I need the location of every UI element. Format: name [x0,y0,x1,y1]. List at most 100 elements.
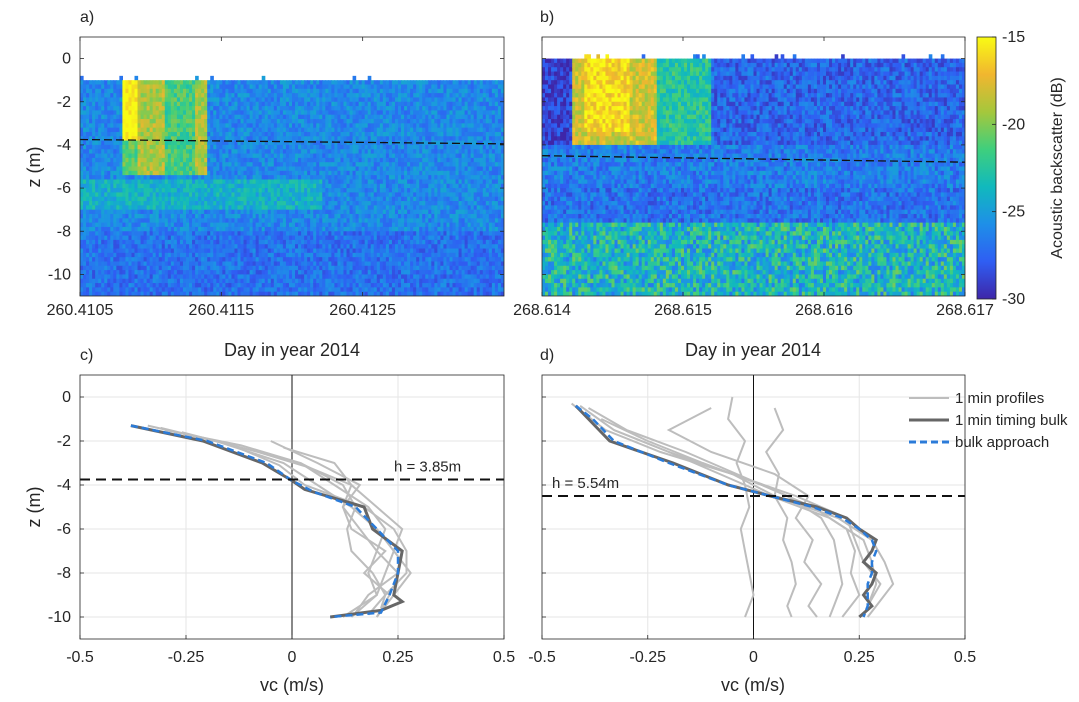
heatmap-cell [270,101,275,107]
heatmap-cell [270,222,275,228]
heatmap-cell [255,127,260,133]
heatmap-cell [376,252,381,258]
heatmap-cell [298,183,302,189]
heatmap-cell [352,101,357,107]
heatmap-cell [225,218,229,224]
heatmap-cell [95,188,99,193]
heatmap-cell [334,93,339,99]
heatmap-cell [119,235,123,241]
heatmap-cell [237,278,242,284]
heatmap-cell [240,149,245,155]
heatmap-cell [110,106,114,111]
heatmap-cell [301,183,305,189]
heatmap-cell [179,239,184,245]
heatmap-cell [276,218,281,224]
heatmap-cell [137,287,142,293]
heatmap-cell [167,257,172,263]
heatmap-cell [201,127,205,133]
heatmap-cell [152,175,157,181]
heatmap-cell [258,101,263,107]
heatmap-cell [125,239,130,245]
heatmap-cell [201,88,205,94]
heatmap-cell [285,283,290,288]
heatmap-cell [258,162,263,168]
heatmap-cell [161,183,166,189]
heatmap-cell [288,196,293,202]
heatmap-cell [143,149,148,155]
heatmap-cell [210,188,214,193]
heatmap-cell [316,201,320,206]
heatmap-cell [334,123,339,129]
heatmap-cell [325,183,329,189]
heatmap-cell [140,287,145,293]
heatmap-cell [313,80,317,86]
heatmap-cell [307,265,311,271]
heatmap-cell [313,196,317,202]
heatmap-cell [325,252,329,258]
heatmap-cell [173,123,178,129]
heatmap-cell [186,218,190,224]
heatmap-cell [313,93,317,99]
heatmap-cell [210,84,214,90]
heatmap-cell [222,248,226,254]
heatmap-cell [107,188,111,193]
heatmap-cell [325,153,329,159]
heatmap-cell [331,257,335,263]
heatmap-cell [355,80,360,86]
heatmap-cell [343,257,348,263]
heatmap-cell [149,157,154,163]
heatmap-cell [346,183,351,189]
heatmap-cell [246,265,251,271]
heatmap-cell [137,196,142,202]
heatmap-cell [234,183,239,189]
heatmap-cell [237,257,242,263]
heatmap-cell [149,235,154,241]
heatmap-cell [279,157,284,163]
heatmap-cell [364,209,369,215]
heatmap-cell [285,170,290,176]
heatmap-cell [95,244,99,250]
heatmap-cell [301,140,305,146]
heatmap-cell [279,248,284,254]
heatmap-cell [122,153,127,159]
heatmap-cell [316,235,320,241]
heatmap-cell [276,226,281,232]
heatmap-cell [270,265,275,271]
heatmap-cell [101,252,105,258]
heatmap-cell [80,123,84,129]
heatmap-cell [376,235,381,241]
heatmap-cell [240,239,245,245]
heatmap-cell [282,192,287,198]
heatmap-cell [370,287,375,293]
heatmap-cell [292,201,296,206]
heatmap-cell [276,239,281,245]
heatmap-cell [264,231,269,237]
heatmap-cell [192,226,196,232]
heatmap-cell [288,93,293,99]
heatmap-cell [128,183,133,189]
heatmap-cell [361,265,366,271]
heatmap-cell [146,261,151,267]
heatmap-cell [285,149,290,155]
heatmap-cell [358,131,363,137]
heatmap-cell [89,205,93,211]
heatmap-cell [276,110,281,116]
heatmap-cell [146,162,151,168]
heatmap-cell [355,201,360,206]
heatmap-cell [149,257,154,263]
heatmap-cell [143,119,148,124]
heatmap-cell [167,244,172,250]
heatmap-cell [352,80,357,86]
heatmap-cell [125,88,130,94]
heatmap-cell [234,93,239,99]
heatmap-cell [219,84,223,90]
heatmap-cell [258,283,263,288]
heatmap-cell [131,84,136,90]
heatmap-cell [198,274,202,280]
heatmap-cell [273,231,278,237]
heatmap-cell [298,222,302,228]
heatmap-cell [243,153,248,159]
heatmap-cell [131,97,136,103]
heatmap-cell [234,88,239,94]
heatmap-cell [198,291,202,296]
